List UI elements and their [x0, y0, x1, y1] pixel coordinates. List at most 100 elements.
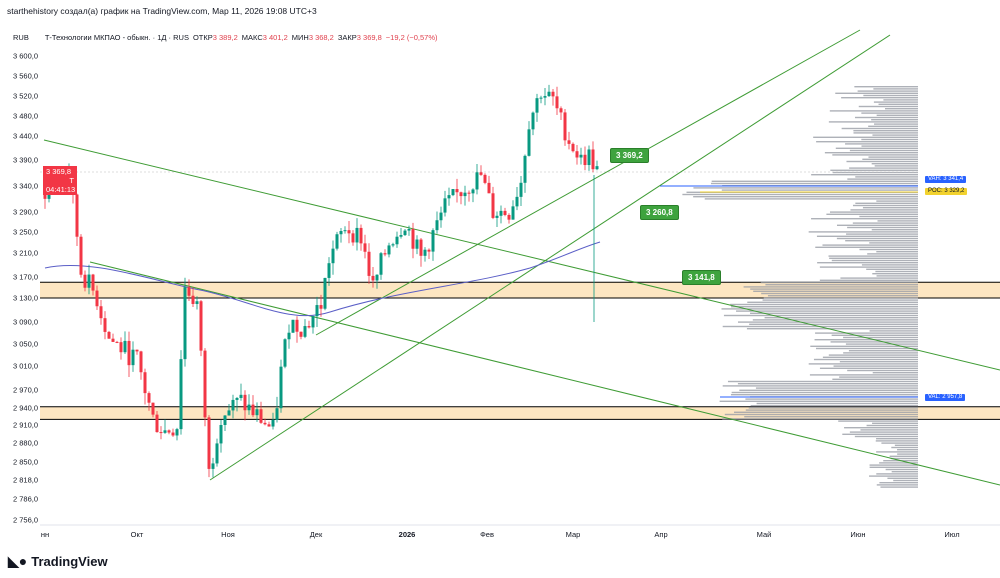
support-zone	[40, 406, 1000, 420]
price-callout[interactable]: 3 141,8	[682, 270, 721, 285]
profile-bar	[849, 431, 918, 433]
currency-label[interactable]: RUB	[13, 32, 29, 42]
profile-bar	[858, 105, 918, 108]
profile-bar	[852, 222, 918, 224]
candle-body	[227, 410, 231, 416]
profile-bar	[861, 112, 918, 114]
profile-bar	[761, 292, 918, 295]
candle-body	[115, 341, 119, 343]
candle-body	[315, 305, 319, 317]
profile-bar	[860, 429, 918, 431]
candle-body	[91, 274, 95, 291]
candle-body	[163, 430, 167, 433]
candle-body	[415, 239, 419, 249]
profile-bar	[721, 189, 918, 191]
candle-body	[255, 409, 259, 416]
candle-body	[371, 275, 375, 281]
profile-bar	[747, 301, 918, 303]
candle-body	[279, 366, 283, 409]
candle-body	[391, 244, 395, 246]
profile-bar	[849, 167, 918, 169]
trendline-down-1	[43, 139, 1000, 371]
candle-body	[199, 301, 203, 351]
profile-bar	[748, 407, 918, 409]
profile-bar	[869, 330, 918, 332]
tradingview-logo-icon: ◣●	[8, 553, 28, 569]
profile-bar	[750, 405, 918, 407]
profile-bar	[843, 336, 918, 339]
profile-bar	[869, 475, 918, 477]
profile-bar	[693, 187, 918, 189]
profile-bar	[862, 207, 918, 209]
candle-body	[427, 249, 431, 252]
candle-body	[211, 463, 215, 469]
high-value: 3 401,2	[262, 32, 288, 42]
profile-bar	[869, 242, 918, 244]
candle-body	[395, 236, 399, 245]
candle-body	[503, 210, 507, 215]
candle-body	[307, 326, 311, 328]
high-label: МАКС	[241, 32, 263, 42]
profile-bar	[731, 306, 918, 308]
candle-body	[291, 319, 295, 333]
profile-bar	[876, 275, 918, 277]
symbol-name[interactable]: Т-Технологии МКПАО - обыкн. · 1Д · RUS	[44, 32, 189, 42]
profile-bar	[750, 288, 918, 290]
profile-bar	[844, 427, 918, 429]
candles	[43, 84, 599, 478]
candle-body	[467, 192, 471, 194]
profile-bar	[808, 363, 918, 365]
profile-bar	[744, 416, 918, 418]
price-tick: 3 440,0	[13, 131, 39, 141]
candle-body	[75, 194, 79, 237]
profile-bar	[843, 352, 918, 354]
candle-body	[83, 274, 87, 288]
profile-bar	[855, 202, 918, 204]
profile-bar	[739, 389, 918, 391]
profile-bar	[887, 477, 918, 479]
bar-countdown: 04:41:13	[46, 185, 76, 194]
time-tick: Дек	[309, 530, 323, 539]
price-tick: 2 786,0	[13, 494, 39, 504]
open-label: ОТКР	[192, 32, 213, 42]
candle-body	[499, 210, 503, 216]
profile-bar	[737, 321, 918, 323]
candle-body	[351, 233, 355, 243]
profile-bar	[736, 310, 918, 312]
candle-body	[175, 429, 179, 436]
profile-bar	[722, 385, 918, 387]
volume-profile	[682, 86, 918, 488]
vah-tag: VAH: 3 341,4	[925, 176, 967, 183]
price-tick: 2 940,0	[13, 403, 39, 413]
profile-bar	[855, 176, 918, 178]
profile-bar	[876, 473, 918, 475]
candle-body	[543, 96, 547, 98]
price-callout[interactable]: 3 369,2	[610, 148, 649, 163]
candle-body	[111, 338, 115, 342]
profile-bar	[845, 240, 918, 242]
candle-body	[535, 98, 539, 113]
profile-bar	[831, 259, 918, 262]
profile-bar	[861, 145, 918, 147]
price-callout[interactable]: 3 260,8	[640, 205, 679, 220]
profile-bar	[826, 213, 918, 215]
profile-bar	[854, 116, 918, 119]
profile-bar	[704, 198, 918, 200]
candle-body	[587, 149, 591, 166]
candle-body	[495, 215, 499, 218]
time-tick: Июл	[944, 530, 960, 539]
profile-bar	[872, 372, 918, 374]
time-tick: 2026	[398, 530, 416, 539]
profile-bar	[872, 273, 918, 275]
profile-bar	[874, 123, 918, 125]
candle-body	[475, 172, 479, 190]
profile-bar	[710, 182, 918, 185]
candle-body	[491, 193, 495, 218]
profile-bar	[866, 424, 918, 427]
candle-body	[215, 443, 219, 464]
candle-body	[463, 192, 467, 197]
profile-bar	[873, 101, 918, 103]
tradingview-logo[interactable]: ◣● TradingView	[8, 553, 108, 570]
low-label: МИН	[291, 32, 309, 42]
